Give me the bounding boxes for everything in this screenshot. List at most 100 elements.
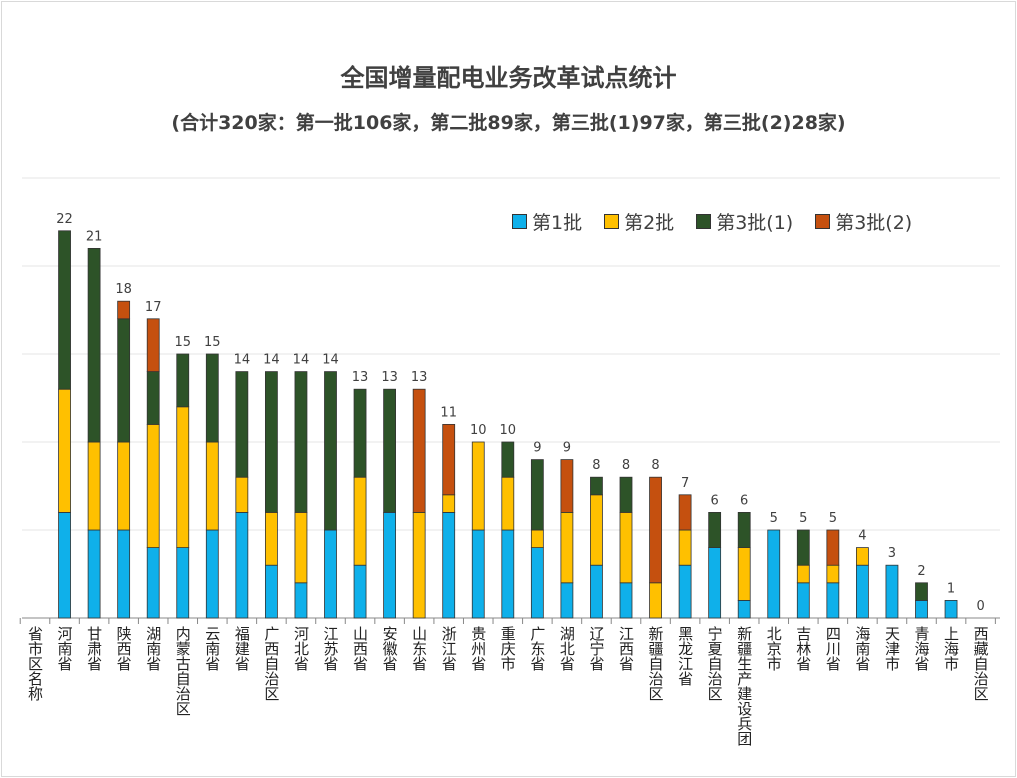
bar-segment — [530, 547, 544, 619]
x-tick-label: 广东省 — [528, 626, 547, 671]
x-tick-label: 西藏自治区 — [971, 626, 990, 701]
bar-segment — [412, 512, 426, 619]
bar-segment — [383, 512, 397, 619]
bar-segment — [501, 476, 515, 531]
x-tick-label: 宁夏自治区 — [705, 626, 724, 701]
x-tick-label: 湖北省 — [557, 626, 576, 671]
bar-segment — [501, 529, 515, 619]
x-tick-label: 安徽省 — [380, 626, 399, 671]
bar-segment — [737, 600, 751, 619]
bar-segment — [619, 582, 633, 619]
bar-segment — [235, 476, 249, 513]
x-tick-label: 山西省 — [351, 626, 370, 671]
bar-segment — [737, 547, 751, 601]
legend-label: 第3批(2) — [835, 212, 913, 234]
bar-segment — [264, 371, 278, 513]
bar-segment — [117, 300, 131, 320]
data-label: 9 — [533, 441, 541, 456]
bar-segment — [619, 476, 633, 513]
data-label: 14 — [293, 353, 310, 368]
bar-segment — [58, 230, 71, 390]
x-tick-label: 海南省 — [853, 626, 872, 671]
bar-segment — [146, 547, 160, 619]
data-label: 13 — [352, 370, 369, 385]
bar-segment — [737, 512, 751, 549]
x-axis-title: 省市区名称 — [26, 626, 44, 701]
data-label: 14 — [263, 353, 280, 368]
bar-segment — [678, 529, 692, 566]
bar-segment — [708, 512, 722, 549]
x-tick-label: 浙江省 — [439, 626, 458, 671]
data-label: 15 — [174, 335, 191, 350]
data-label: 7 — [681, 476, 689, 491]
bar-segment — [176, 406, 190, 548]
bar-segment — [58, 388, 71, 513]
x-tick-label: 吉林省 — [794, 626, 813, 671]
bar-segment — [590, 564, 603, 619]
legend-label: 第2批 — [624, 212, 675, 234]
x-tick-label: 河北省 — [291, 626, 310, 671]
bar-segment — [117, 441, 131, 531]
bar-segment — [87, 529, 101, 619]
bar-segment — [87, 247, 101, 443]
x-tick-label: 山东省 — [410, 626, 429, 671]
bar-segment — [678, 564, 692, 619]
bar-segment — [826, 529, 840, 566]
bar-segment — [530, 529, 544, 549]
bar-segment — [205, 353, 219, 443]
bar-segment — [796, 564, 810, 584]
x-tick-label: 四川省 — [823, 626, 842, 671]
chart-subtitle: (合计320家：第一批106家，第二批89家，第三批(1)97家，第三批(2)2… — [171, 112, 846, 134]
x-tick-label: 重庆市 — [498, 626, 517, 671]
bar-segment — [87, 441, 101, 531]
x-tick-label: 新疆生产建设兵团 — [735, 626, 754, 746]
bar-segment — [294, 582, 308, 619]
x-tick-label: 新疆自治区 — [646, 626, 665, 701]
bar-segment — [560, 582, 574, 619]
bar-segment — [383, 388, 397, 513]
bar-segment — [471, 529, 485, 619]
bar-segment — [117, 529, 131, 619]
data-label: 17 — [145, 300, 162, 315]
data-label: 6 — [740, 493, 748, 508]
data-label: 5 — [770, 511, 778, 526]
bar-segment — [944, 600, 958, 619]
bar-segment — [826, 564, 840, 584]
data-label: 11 — [440, 405, 457, 420]
bar-segment — [353, 388, 367, 478]
x-tick-label: 青海省 — [912, 626, 931, 671]
data-label: 18 — [115, 282, 132, 297]
legend-item: 第3批(1) — [696, 208, 793, 235]
bar-segment — [590, 494, 603, 566]
x-tick-label: 江苏省 — [321, 626, 340, 671]
bar-segment — [678, 494, 692, 531]
bar-segment — [264, 512, 278, 566]
x-tick-label: 贵州省 — [469, 626, 488, 671]
legend-item: 第3批(2) — [815, 208, 912, 235]
x-tick-label: 天津市 — [882, 626, 901, 671]
bar-segment — [235, 512, 249, 619]
data-label: 21 — [86, 229, 103, 244]
bar-segment — [442, 512, 456, 619]
x-tick-label: 江西省 — [617, 626, 635, 671]
data-label: 13 — [381, 370, 398, 385]
bar-segment — [205, 529, 219, 619]
bar-segment — [501, 441, 515, 478]
data-label: 4 — [858, 529, 866, 544]
bar-segment — [442, 423, 456, 496]
data-label: 0 — [976, 599, 984, 614]
data-label: 5 — [829, 511, 837, 526]
bar-segment — [796, 529, 810, 566]
bar-segment — [176, 547, 190, 619]
legend-item: 第1批 — [512, 208, 582, 235]
bar-segment — [915, 600, 928, 619]
data-label: 13 — [411, 370, 428, 385]
data-label: 9 — [563, 441, 571, 456]
bar-segment — [58, 512, 71, 619]
data-label: 10 — [500, 423, 517, 438]
bar-segment — [235, 371, 249, 478]
legend-swatch — [696, 214, 712, 229]
bar-segment — [412, 388, 426, 513]
bar-segment — [856, 564, 869, 619]
bar-segment — [353, 476, 367, 566]
